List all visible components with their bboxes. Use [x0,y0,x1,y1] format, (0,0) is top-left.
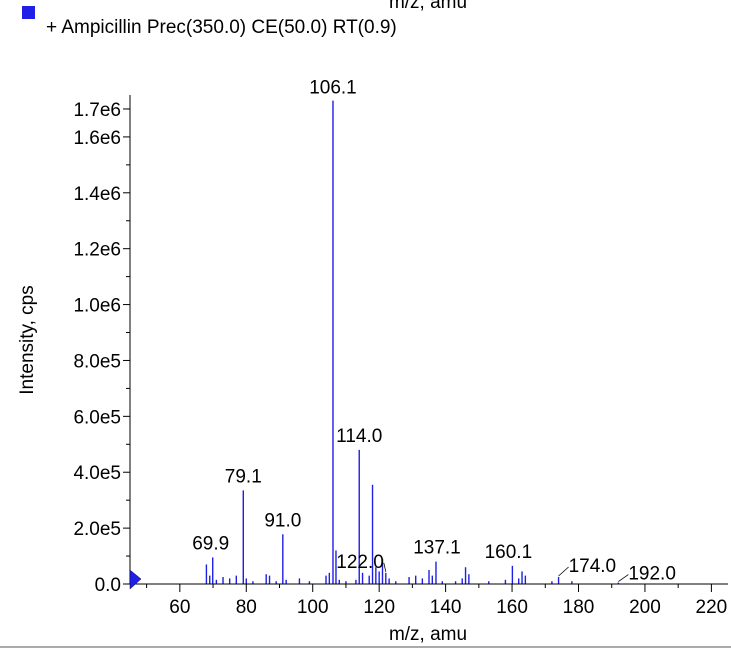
x-tick-label: 180 [563,597,595,618]
peak-label: 137.1 [413,538,461,559]
y-axis-title: Intensity, cps [17,285,38,394]
x-tick-label: 160 [496,597,528,618]
y-axis-ticks: 0.0 2.0e5 4.0e5 6.0e5 8.0e5 1.0e6 1.2e6 1.4e6 1.… [73,100,130,596]
peak-label: 79.1 [225,466,262,487]
peak-label: 192.0 [628,564,676,585]
peak-label: 174.0 [569,556,617,577]
peak-label: 106.1 [309,78,357,99]
peak-label: 122.0 [336,552,384,573]
y-tick-label: 4.0e5 [73,463,121,484]
annotation-leader [558,566,569,577]
y-tick-label: 1.6e6 [73,128,121,149]
x-tick-label: 220 [696,597,728,618]
x-tick-label: 60 [169,597,190,618]
top-clipped-axis-label: m/z, amu [389,0,467,13]
y-tick-label: 1.0e6 [73,296,121,317]
x-tick-label: 140 [430,597,462,618]
origin-marker-icon [129,569,142,590]
x-axis-title: m/z, amu [389,624,467,645]
x-tick-label: 100 [297,597,329,618]
legend-label: + Ampicillin Prec(350.0) CE(50.0) RT(0.9… [46,17,397,38]
annotation-leader [618,574,629,582]
annotation-leaders [383,562,629,582]
peaks-layer [205,100,620,584]
peak-label: 114.0 [336,426,382,447]
peak-label: 69.9 [192,533,229,554]
annotation-leader [383,562,387,572]
y-tick-label: 1.2e6 [73,240,121,261]
peak-label: 160.1 [485,542,533,563]
peak-annotations: 106.1 114.0 79.1 91.0 69.9 122.0 137.1 160.1 174… [192,78,676,585]
peak-label: 91.0 [264,510,301,531]
x-tick-label: 120 [363,597,395,618]
y-tick-label: 1.7e6 [73,100,121,121]
x-tick-label: 200 [629,597,661,618]
y-tick-label: 8.0e5 [73,351,121,372]
x-axis-ticks: 60 80 100 120 140 160 180 200 220 [146,584,728,618]
y-tick-label: 2.0e5 [73,519,121,540]
y-tick-label: 0.0 [95,575,121,596]
x-tick-label: 80 [236,597,257,618]
legend-swatch [22,6,35,19]
y-tick-label: 1.4e6 [73,184,121,205]
y-tick-label: 6.0e5 [73,407,121,428]
